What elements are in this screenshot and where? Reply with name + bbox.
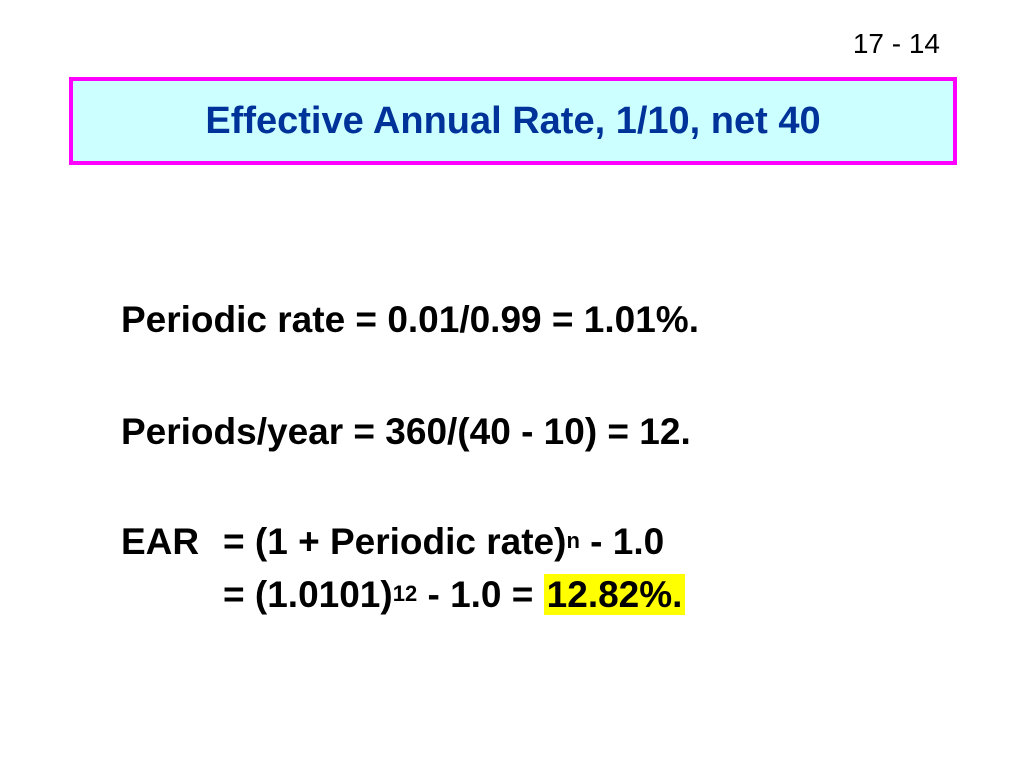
ear-calc-suffix: - 1.0 =: [417, 574, 544, 615]
ear-formula-line: EAR = (1 + Periodic rate)n - 1.0: [121, 520, 664, 564]
ear-calculation-line: = (1.0101)12 - 1.0 = 12.82%.: [223, 573, 686, 617]
slide-title: Effective Annual Rate, 1/10, net 40: [205, 99, 821, 142]
ear-label: EAR: [121, 521, 200, 562]
ear-formula-suffix: - 1.0: [579, 521, 665, 562]
slide-number: 17 - 14: [852, 28, 940, 59]
periodic-rate-line: Periodic rate = 0.01/0.99 = 1.01%.: [121, 299, 699, 340]
ear-calc-text: = (1.0101): [223, 574, 393, 615]
periods-per-year-line: Periods/year = 360/(40 - 10) = 12.: [121, 411, 691, 452]
ear-exponent-n: n: [566, 528, 580, 553]
ear-formula-text: = (1 + Periodic rate): [223, 521, 567, 562]
title-box: Effective Annual Rate, 1/10, net 40: [69, 77, 957, 165]
ear-exponent-12: 12: [392, 581, 418, 606]
ear-result: 12.82%.: [543, 574, 686, 615]
